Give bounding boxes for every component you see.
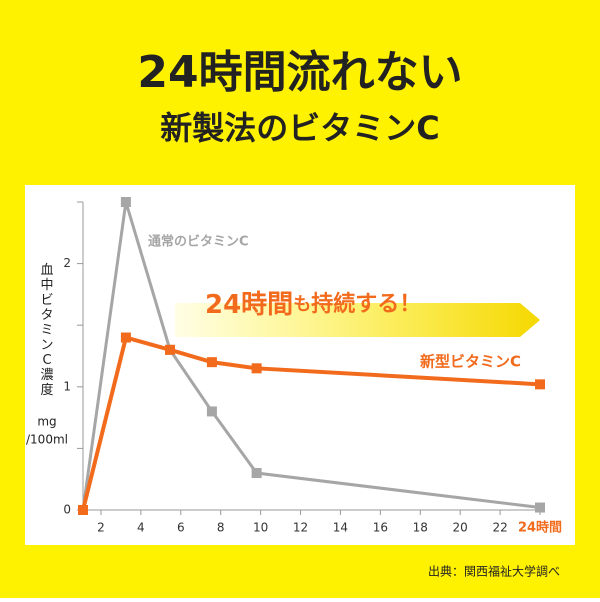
marker <box>535 379 546 390</box>
series-label: 新型ビタミンC <box>420 353 521 371</box>
marker <box>535 502 546 513</box>
series-line <box>81 201 541 511</box>
x-tick-label: 20 <box>453 521 468 535</box>
y-label-char: ミ <box>40 323 53 338</box>
x-tick-label: 22 <box>492 521 507 535</box>
y-label-char: 中 <box>40 278 53 293</box>
marker <box>206 357 217 368</box>
y-label-char: 度 <box>40 382 53 398</box>
series-label: 通常のビタミンC <box>148 234 249 250</box>
marker <box>206 406 217 417</box>
x-tick-label: 4 <box>137 521 145 535</box>
y-tick-label: 2 <box>63 256 71 270</box>
x-tick-label: 18 <box>413 521 428 535</box>
x-tick-label: 10 <box>253 521 268 535</box>
callout: 24時間も持続する！ <box>205 290 421 320</box>
y-label: 血中ビタミン C 濃度 <box>40 263 53 398</box>
y-tick-label: 0 <box>63 503 71 517</box>
marker <box>120 197 131 207</box>
x-tick-label: 12 <box>293 521 308 535</box>
y-unit: mg <box>37 415 56 429</box>
x-tick-label: 24時間 <box>518 520 562 536</box>
source: 出典：関西福祉大学調べ <box>428 564 560 579</box>
y-unit: /100ml <box>26 433 68 447</box>
x-tick-label: 2 <box>97 521 105 535</box>
subtitle: 新製法のビタミンC <box>160 109 440 147</box>
y-tick-label: 1 <box>63 379 71 393</box>
x-tick-label: 16 <box>373 521 388 535</box>
y-label-char: 濃 <box>40 368 53 383</box>
arrow <box>175 303 540 337</box>
y-label-char: ン <box>40 338 53 353</box>
marker <box>165 344 176 355</box>
y-label-char: ビ <box>40 293 53 308</box>
marker <box>251 363 262 374</box>
x-tick-label: 14 <box>333 521 348 535</box>
marker <box>120 332 131 343</box>
x-tick-label: 6 <box>177 521 185 535</box>
marker <box>78 505 88 515</box>
panel <box>25 185 575 545</box>
series-line <box>81 335 541 511</box>
y-label-char: 血 <box>40 263 53 278</box>
y-label-char: タ <box>40 308 53 323</box>
y-label-char: C <box>42 353 51 368</box>
marker <box>251 468 262 479</box>
x-tick-label: 8 <box>217 521 225 535</box>
title: 24時間流れない <box>137 47 462 98</box>
